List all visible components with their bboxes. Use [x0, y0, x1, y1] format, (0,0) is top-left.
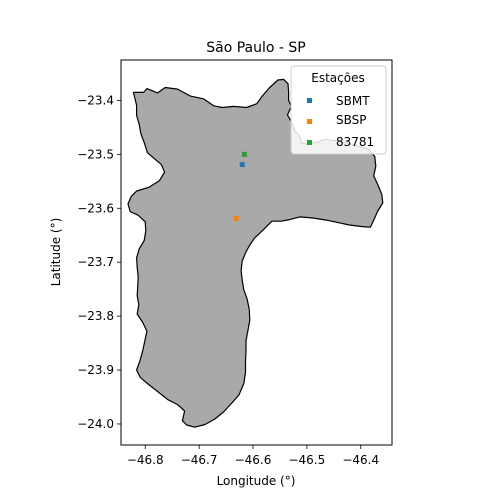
- municipality-boundary: [127, 78, 384, 428]
- y-tick-label: −23.4: [77, 93, 114, 107]
- legend-marker-sbsp: [307, 119, 312, 124]
- x-tick-label: −46.8: [127, 453, 164, 467]
- station-marker-83781: [241, 151, 247, 157]
- map-title: São Paulo - SP: [206, 40, 305, 56]
- plot-area: [127, 78, 384, 428]
- legend-marker-83781: [307, 140, 312, 145]
- axes-frame: [120, 59, 393, 446]
- x-tick-label: −46.7: [181, 453, 218, 467]
- legend-label-83781: 83781: [336, 135, 374, 149]
- y-tick-label: −23.9: [77, 363, 114, 377]
- y-axis-ticks: −23.4 −23.5 −23.6 −23.7 −23.8 −23.9 −24.0: [77, 93, 121, 431]
- station-markers: [233, 151, 247, 222]
- station-marker-sbmt: [239, 162, 245, 168]
- legend: Estações SBMT SBSP 83781: [290, 65, 387, 155]
- x-axis-ticks: −46.8 −46.7 −46.6 −46.5 −46.4: [127, 445, 379, 467]
- legend-label-sbsp: SBSP: [336, 113, 367, 127]
- y-tick-label: −23.6: [77, 201, 114, 215]
- legend-box: [290, 65, 387, 155]
- legend-label-sbmt: SBMT: [336, 94, 370, 108]
- station-marker-sbsp: [233, 216, 239, 222]
- y-tick-label: −23.5: [77, 147, 114, 161]
- legend-marker-sbmt: [307, 98, 312, 103]
- y-tick-label: −23.7: [77, 255, 114, 269]
- x-axis-label: Longitude (°): [217, 474, 296, 488]
- x-tick-label: −46.6: [235, 453, 272, 467]
- x-tick-label: −46.4: [342, 453, 379, 467]
- y-tick-label: −24.0: [77, 417, 114, 431]
- x-tick-label: −46.5: [288, 453, 325, 467]
- y-tick-label: −23.8: [77, 309, 114, 323]
- legend-title: Estações: [311, 71, 364, 85]
- y-axis-label: Latitude (°): [49, 218, 63, 287]
